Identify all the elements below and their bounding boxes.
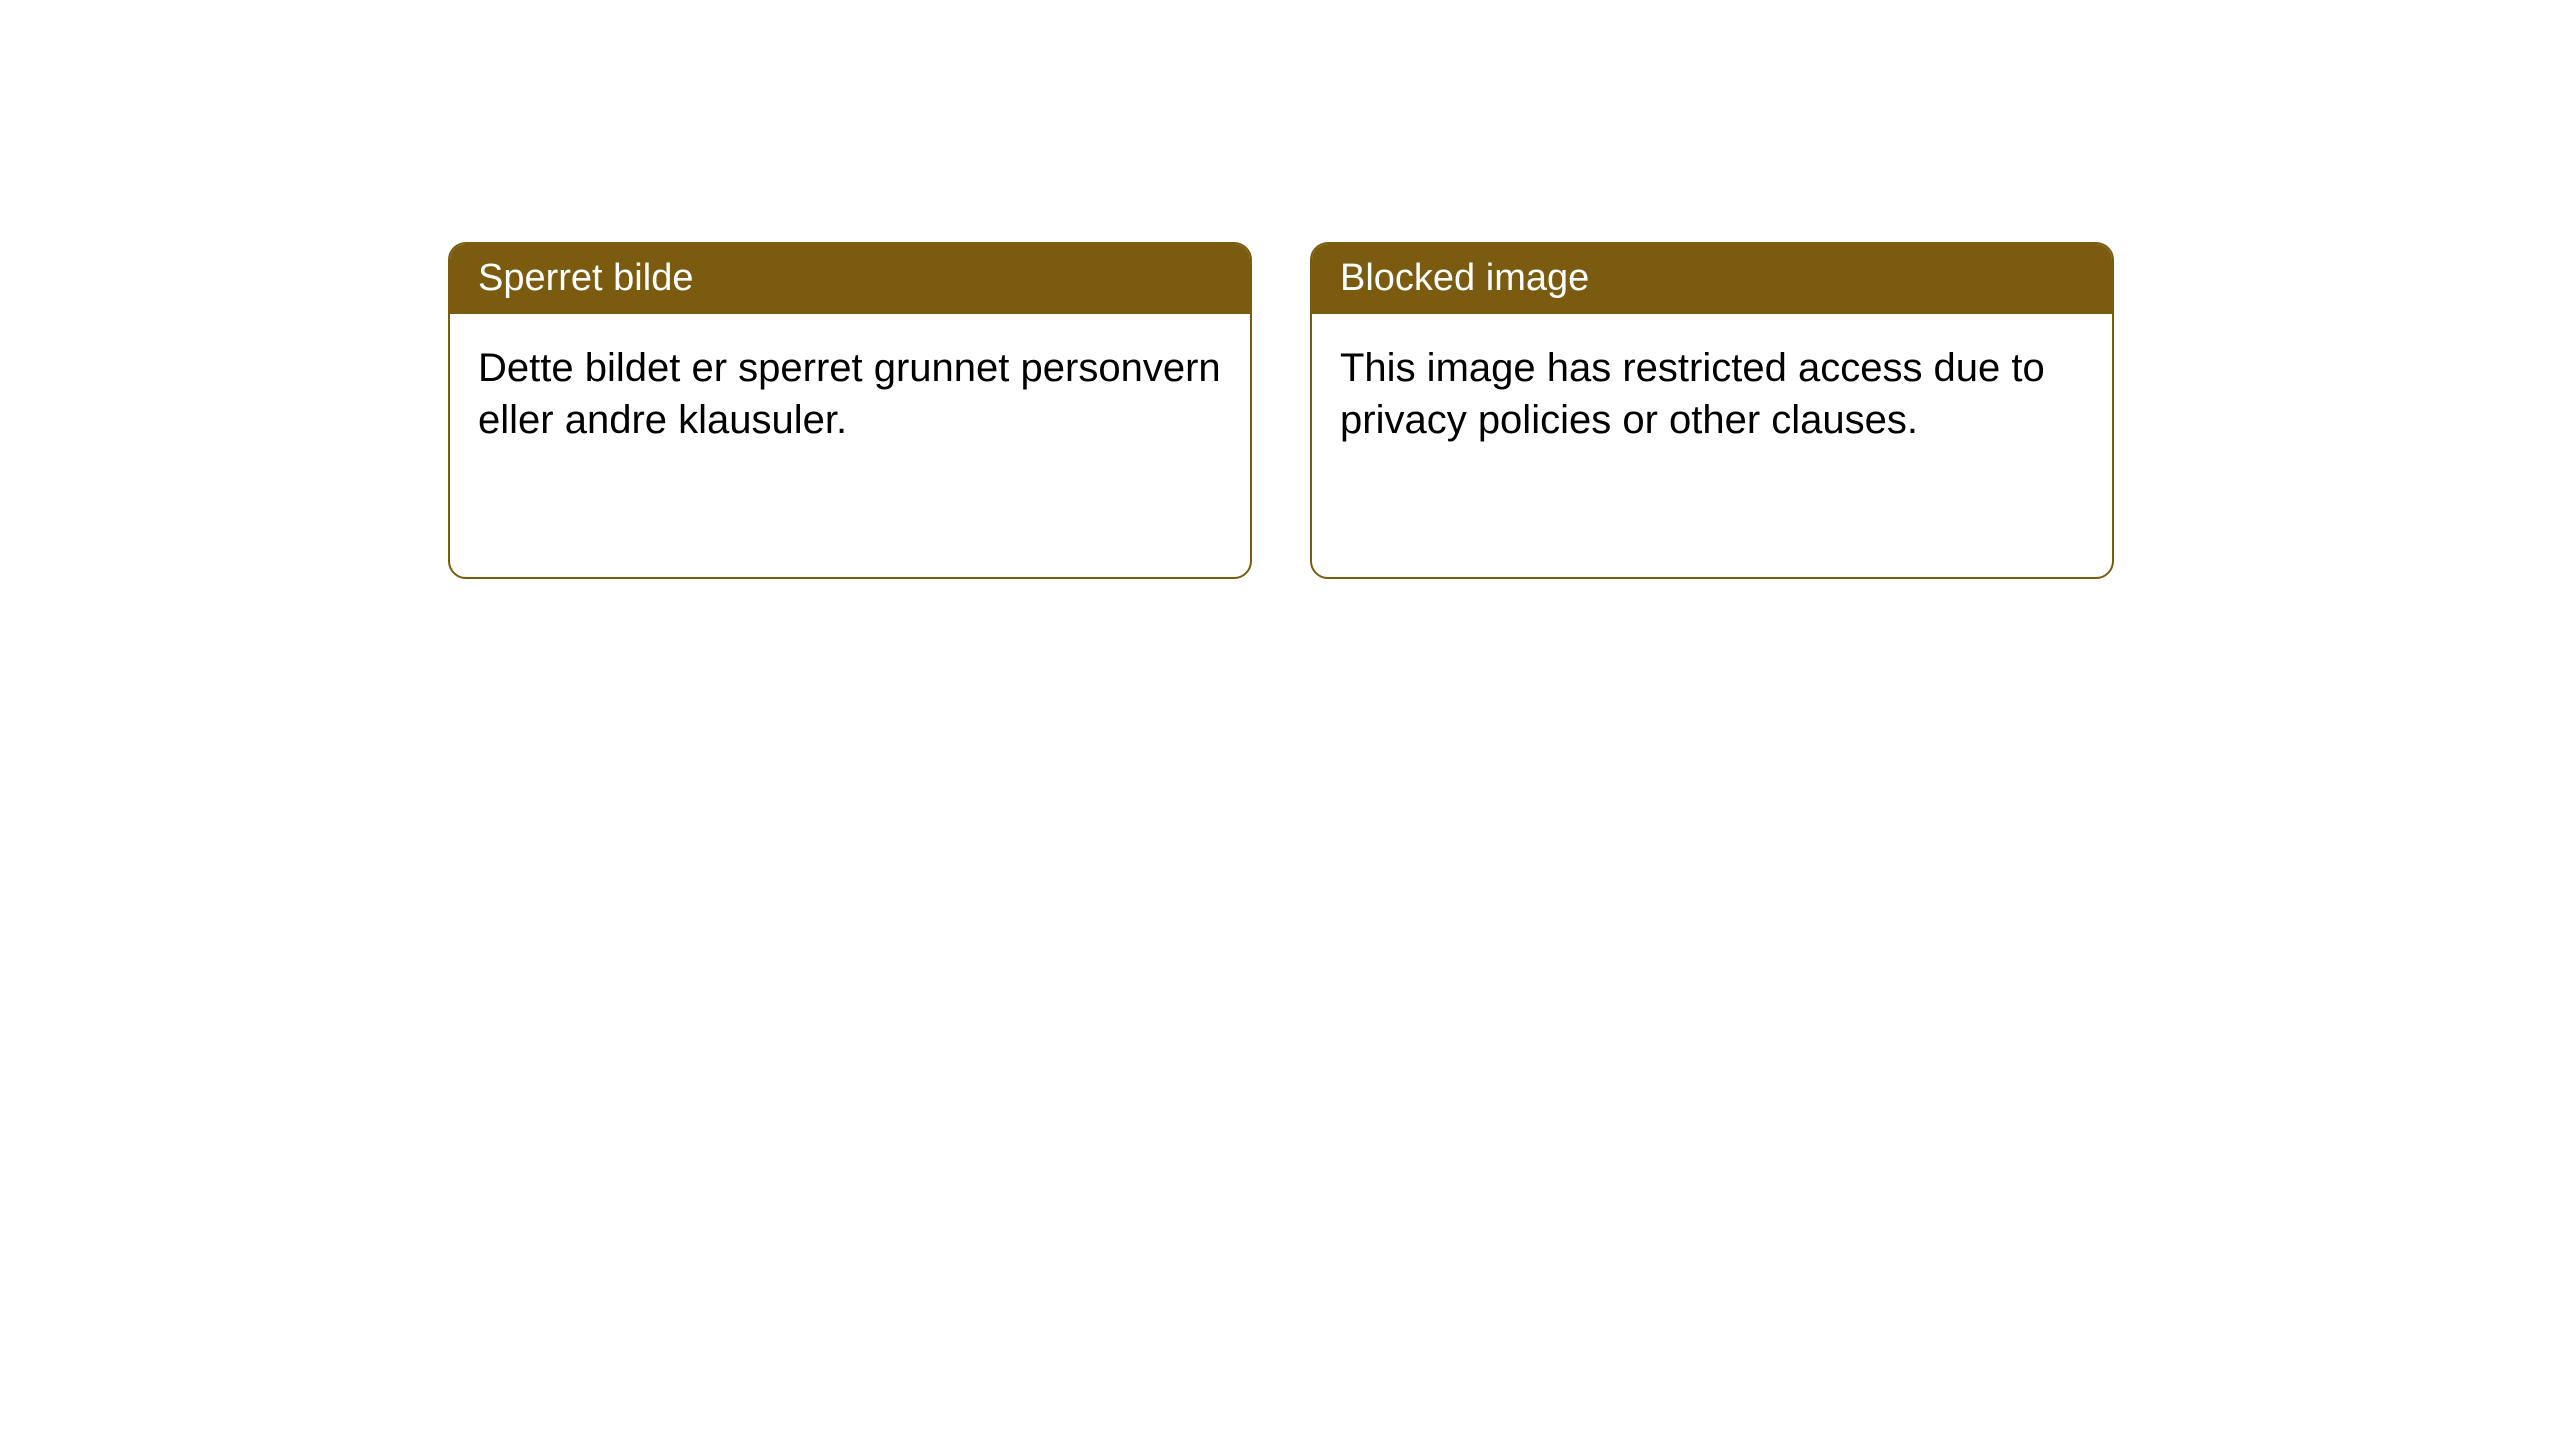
blocked-image-card-en: Blocked image This image has restricted …	[1310, 242, 2114, 579]
notice-cards-container: Sperret bilde Dette bildet er sperret gr…	[448, 242, 2114, 579]
card-header-en: Blocked image	[1312, 244, 2112, 314]
blocked-image-card-no: Sperret bilde Dette bildet er sperret gr…	[448, 242, 1252, 579]
card-header-no: Sperret bilde	[450, 244, 1250, 314]
card-body-no: Dette bildet er sperret grunnet personve…	[450, 314, 1250, 476]
card-body-en: This image has restricted access due to …	[1312, 314, 2112, 476]
